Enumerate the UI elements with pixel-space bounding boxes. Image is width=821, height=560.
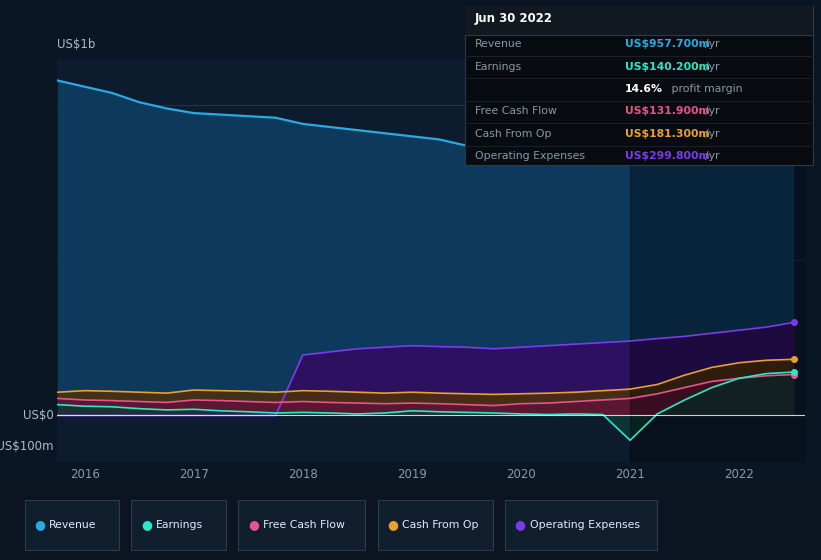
Text: Cash From Op: Cash From Op <box>402 520 479 530</box>
Text: ●: ● <box>141 518 152 531</box>
Text: /yr: /yr <box>705 151 720 161</box>
Text: US$181.300m: US$181.300m <box>625 129 709 139</box>
Text: /yr: /yr <box>705 39 720 49</box>
Text: US$1b: US$1b <box>57 38 96 51</box>
Bar <box>630 59 805 462</box>
Text: US$131.900m: US$131.900m <box>625 106 709 116</box>
Text: profit margin: profit margin <box>668 84 743 94</box>
Text: ●: ● <box>34 518 45 531</box>
Text: Earnings: Earnings <box>156 520 203 530</box>
Text: Free Cash Flow: Free Cash Flow <box>475 106 557 116</box>
Text: US$0: US$0 <box>23 409 53 422</box>
Text: /yr: /yr <box>705 129 720 139</box>
Text: Revenue: Revenue <box>475 39 522 49</box>
Text: Free Cash Flow: Free Cash Flow <box>263 520 345 530</box>
Text: ●: ● <box>515 518 525 531</box>
Text: 14.6%: 14.6% <box>625 84 663 94</box>
Text: Revenue: Revenue <box>49 520 97 530</box>
Text: Operating Expenses: Operating Expenses <box>475 151 585 161</box>
Text: US$299.800m: US$299.800m <box>625 151 709 161</box>
Text: Cash From Op: Cash From Op <box>475 129 551 139</box>
Text: US$957.700m: US$957.700m <box>625 39 709 49</box>
Text: ●: ● <box>248 518 259 531</box>
Text: /yr: /yr <box>705 106 720 116</box>
Text: ●: ● <box>388 518 398 531</box>
Text: -US$100m: -US$100m <box>0 440 53 453</box>
Text: Jun 30 2022: Jun 30 2022 <box>475 12 553 25</box>
Text: /yr: /yr <box>705 62 720 72</box>
Text: US$140.200m: US$140.200m <box>625 62 709 72</box>
Text: Operating Expenses: Operating Expenses <box>530 520 640 530</box>
Text: Earnings: Earnings <box>475 62 521 72</box>
